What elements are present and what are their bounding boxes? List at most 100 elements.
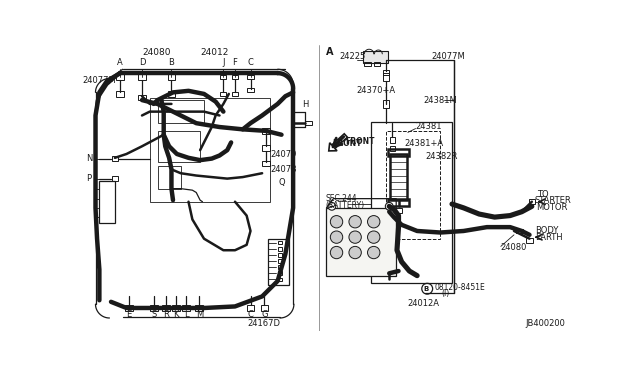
Text: K: K <box>173 310 179 319</box>
Text: 24080: 24080 <box>142 48 170 57</box>
Text: 24382R: 24382R <box>426 152 458 161</box>
Bar <box>268 239 289 285</box>
Bar <box>388 199 408 206</box>
Text: 24012A: 24012A <box>408 299 440 308</box>
Circle shape <box>349 216 362 228</box>
FancyArrow shape <box>329 134 348 151</box>
Text: P: P <box>86 174 92 183</box>
Bar <box>138 95 146 100</box>
Bar <box>182 305 190 311</box>
Text: B: B <box>423 286 428 292</box>
Bar <box>157 100 204 123</box>
Text: Q: Q <box>278 178 285 187</box>
Text: C: C <box>248 58 253 67</box>
Bar <box>150 305 157 311</box>
Bar <box>374 62 380 66</box>
Bar <box>260 305 268 311</box>
Text: STARTER: STARTER <box>535 196 572 205</box>
Bar <box>248 75 253 79</box>
Bar <box>383 70 389 75</box>
Text: 24225: 24225 <box>340 52 366 61</box>
Bar <box>195 305 204 311</box>
Bar <box>99 181 115 223</box>
Circle shape <box>330 231 343 243</box>
Text: J: J <box>222 58 225 67</box>
Text: E: E <box>126 310 131 319</box>
Bar <box>157 131 200 162</box>
Bar <box>125 305 132 311</box>
Text: FRONT: FRONT <box>332 139 362 148</box>
Text: (BATTERY): (BATTERY) <box>325 201 364 210</box>
Text: M: M <box>196 310 203 319</box>
Text: 24077M: 24077M <box>431 52 465 61</box>
Circle shape <box>385 202 393 210</box>
Text: L: L <box>184 310 189 319</box>
Bar <box>220 92 227 96</box>
Bar <box>232 75 238 79</box>
Bar <box>516 229 522 233</box>
Bar <box>529 199 535 204</box>
Text: BODY: BODY <box>535 226 558 235</box>
Circle shape <box>328 202 336 210</box>
Bar <box>112 156 118 161</box>
Circle shape <box>330 216 343 228</box>
Bar <box>326 208 396 276</box>
Bar <box>112 176 118 181</box>
Text: 24167D: 24167D <box>247 319 280 328</box>
Circle shape <box>330 246 343 259</box>
Text: A: A <box>117 58 123 67</box>
Bar <box>248 88 253 92</box>
Text: 24012: 24012 <box>200 48 228 57</box>
Bar <box>116 74 124 80</box>
Text: H: H <box>302 100 308 109</box>
Text: C: C <box>248 310 253 319</box>
Bar <box>527 238 532 243</box>
Text: 24079: 24079 <box>271 150 297 159</box>
Bar <box>278 247 282 251</box>
Bar <box>386 131 440 239</box>
Text: (I): (I) <box>441 289 449 298</box>
Bar <box>262 145 270 151</box>
Text: N: N <box>86 154 93 163</box>
Bar <box>278 272 282 275</box>
Bar <box>363 51 388 63</box>
Text: 24381+A: 24381+A <box>404 139 443 148</box>
Text: SEC.244: SEC.244 <box>326 194 357 203</box>
Bar <box>278 265 282 269</box>
Text: JB400200: JB400200 <box>525 319 566 328</box>
Text: D: D <box>139 58 145 67</box>
Text: 24381: 24381 <box>415 122 442 131</box>
Bar <box>278 241 282 244</box>
Bar <box>246 305 254 311</box>
Bar <box>383 100 389 108</box>
Bar <box>138 74 146 80</box>
Text: 24080: 24080 <box>501 243 527 253</box>
Bar <box>388 150 408 155</box>
Text: 24381M: 24381M <box>423 96 457 105</box>
Text: B: B <box>168 58 174 67</box>
Bar <box>116 91 124 97</box>
Bar <box>232 92 238 96</box>
Bar <box>168 74 175 80</box>
Bar <box>278 253 282 257</box>
Text: MOTOR: MOTOR <box>536 203 568 212</box>
Text: F: F <box>232 58 237 67</box>
Bar <box>262 128 270 134</box>
Circle shape <box>349 246 362 259</box>
Bar <box>278 278 282 281</box>
Text: 24078: 24078 <box>271 165 297 174</box>
Text: EARTH: EARTH <box>535 232 563 242</box>
Circle shape <box>367 246 380 259</box>
Bar <box>390 154 407 200</box>
Circle shape <box>349 231 362 243</box>
Bar <box>157 166 180 189</box>
Bar <box>395 208 403 212</box>
Bar <box>278 259 282 263</box>
Text: TO: TO <box>537 189 549 199</box>
Circle shape <box>367 231 380 243</box>
Text: G: G <box>261 310 268 319</box>
Text: S: S <box>151 310 156 319</box>
Text: A: A <box>326 47 333 57</box>
Bar <box>262 161 270 166</box>
Bar <box>162 305 170 311</box>
